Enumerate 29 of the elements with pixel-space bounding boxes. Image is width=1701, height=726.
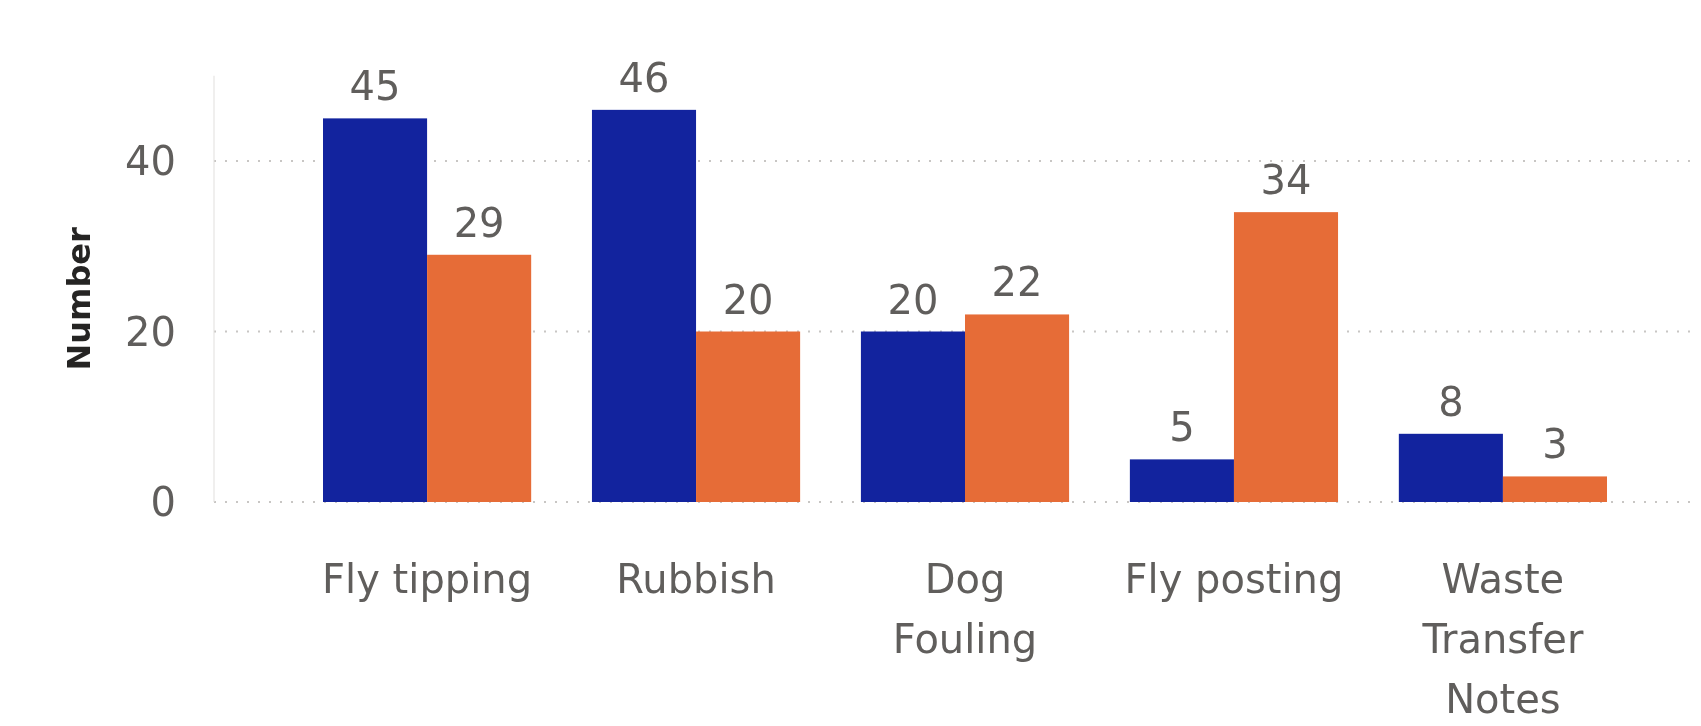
data-label: 45 bbox=[349, 63, 401, 110]
data-label: 20 bbox=[887, 276, 939, 323]
bar bbox=[323, 118, 428, 502]
x-tick-label: Rubbish bbox=[616, 556, 776, 602]
bar bbox=[965, 314, 1070, 502]
x-tick-label: Fly posting bbox=[1124, 556, 1344, 602]
y-tick-label: 40 bbox=[125, 138, 176, 184]
data-label: 46 bbox=[618, 54, 670, 101]
x-tick-label: Waste Transfer Notes bbox=[1421, 556, 1584, 722]
bar bbox=[1502, 476, 1607, 502]
bar bbox=[860, 331, 965, 502]
x-tick-label: Fly tipping bbox=[322, 556, 533, 602]
bar bbox=[1233, 212, 1339, 502]
y-axis-title: Number bbox=[60, 227, 98, 371]
bar bbox=[591, 109, 697, 502]
x-tick-label: Dog Fouling bbox=[892, 556, 1038, 662]
bar bbox=[427, 254, 532, 502]
data-label: 34 bbox=[1260, 157, 1312, 204]
bar bbox=[696, 331, 801, 502]
bar bbox=[1398, 433, 1503, 502]
bar bbox=[1129, 459, 1234, 502]
data-label: 22 bbox=[991, 259, 1043, 306]
y-tick-label: 20 bbox=[125, 308, 176, 355]
data-label: 29 bbox=[453, 199, 505, 246]
data-label: 20 bbox=[722, 276, 774, 323]
y-tick-label: 0 bbox=[150, 479, 176, 525]
data-label: 8 bbox=[1438, 378, 1464, 425]
data-label: 3 bbox=[1542, 421, 1568, 468]
data-label: 5 bbox=[1169, 404, 1195, 451]
